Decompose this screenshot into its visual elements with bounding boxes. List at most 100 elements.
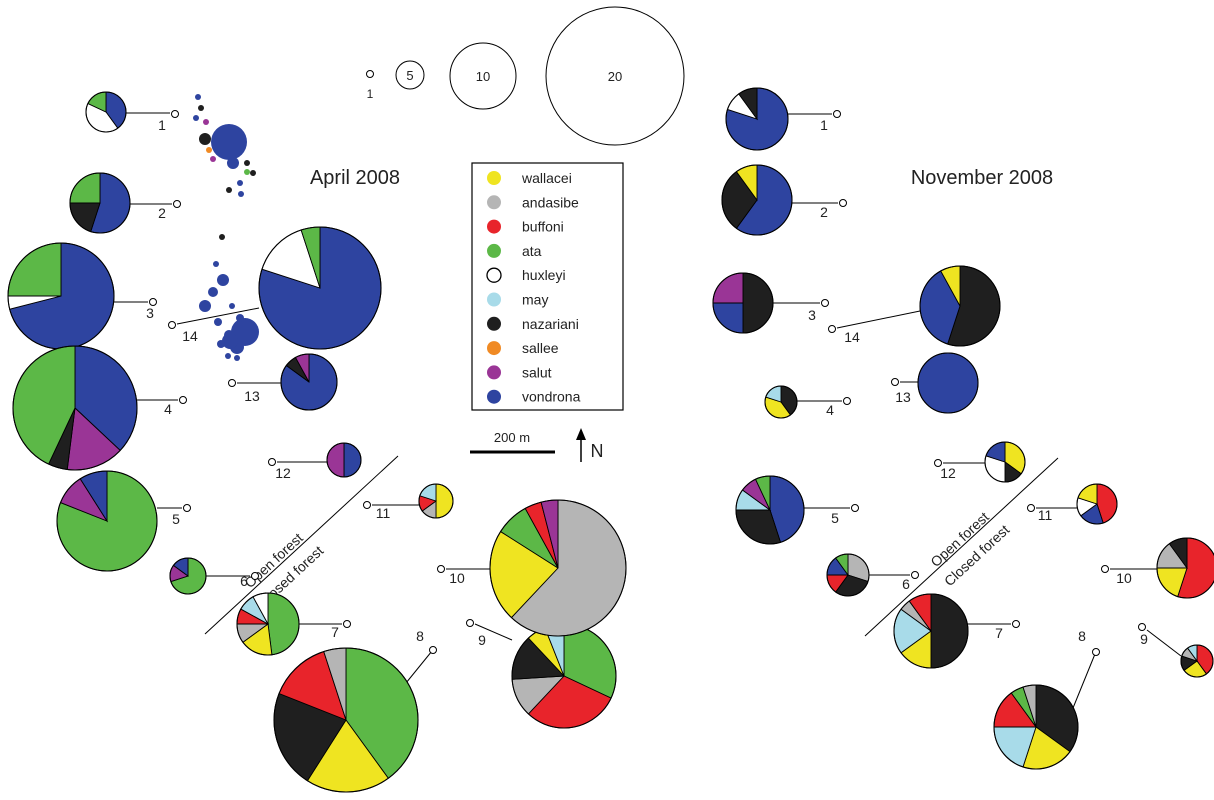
- site-label: 1: [820, 117, 828, 133]
- capture-dot-vondrona: [211, 124, 247, 160]
- capture-dot-vondrona: [195, 94, 201, 100]
- size-scale-circle-5: [395, 60, 425, 90]
- capture-dot-vondrona: [238, 191, 244, 197]
- site-marker: [1101, 565, 1109, 573]
- legend-swatch-vondrona: [487, 389, 501, 404]
- site-6-november: 6: [826, 553, 919, 597]
- pie-outline: [236, 592, 300, 656]
- north-arrow-icon: [576, 428, 586, 440]
- site-marker: [149, 298, 157, 306]
- site-marker: [851, 504, 859, 512]
- site-marker: [168, 321, 176, 329]
- site-label: 3: [146, 305, 154, 321]
- site-label: 12: [275, 465, 291, 481]
- site-label: 8: [416, 628, 424, 644]
- capture-dot-sallee: [206, 147, 212, 153]
- site-label: 1: [158, 117, 166, 133]
- site-marker: [1027, 504, 1035, 512]
- site-5-november: 5: [735, 475, 859, 545]
- pie-outline: [919, 265, 1001, 347]
- site-marker: [429, 646, 437, 654]
- pie-outline: [273, 647, 419, 793]
- site-1-april: 1: [85, 91, 179, 133]
- capture-dot-vondrona: [217, 340, 225, 348]
- site-label: 13: [244, 388, 260, 404]
- site-14-november: 14: [828, 265, 1001, 347]
- site-marker: [437, 565, 445, 573]
- site-7-november: 7: [893, 593, 1020, 669]
- scale-bar: 200 m: [470, 430, 555, 454]
- site-label: 9: [478, 632, 486, 648]
- pie-outline: [69, 172, 131, 234]
- site-12-april: 12: [268, 442, 362, 481]
- site-marker: [821, 299, 829, 307]
- site-7-april: 7: [236, 592, 351, 656]
- pie-outline: [1076, 483, 1118, 525]
- site-label: 5: [172, 511, 180, 527]
- capture-dot-nazariani: [244, 160, 250, 166]
- site-label: 11: [1038, 507, 1053, 523]
- legend-swatch-andasibe: [487, 195, 501, 210]
- pie-outline: [56, 470, 158, 572]
- site-marker: [183, 504, 191, 512]
- pie-slice-ata: [267, 592, 300, 656]
- site-10-april: 10: [437, 499, 627, 637]
- pie-outline: [826, 553, 870, 597]
- legend-swatch-salut: [487, 365, 501, 380]
- site-9-april: 9: [466, 619, 617, 729]
- site-marker: [343, 620, 351, 628]
- pie-outline: [764, 385, 798, 419]
- size-scale-label-20: 20: [608, 69, 622, 84]
- legend-swatch-wallacei: [487, 171, 501, 185]
- site-marker: [173, 200, 181, 208]
- site-marker: [891, 378, 899, 386]
- site-marker: [466, 619, 474, 627]
- site-4-april: 4: [12, 345, 187, 471]
- pie-outline: [712, 272, 774, 334]
- pie-outline: [489, 499, 627, 637]
- site-10-november: 10: [1101, 537, 1214, 599]
- site-8-april: 8: [273, 628, 437, 793]
- site-4-november: 4: [764, 385, 851, 419]
- site-label: 4: [826, 402, 834, 418]
- legend-swatch-huxleyi: [486, 267, 502, 283]
- capture-dot-vondrona: [193, 115, 199, 121]
- site-2-november: 2: [721, 164, 847, 236]
- capture-dot-nazariani: [198, 105, 204, 111]
- pie-outline: [326, 442, 362, 478]
- legend: wallacei andasibe buffoni ata huxleyi may naza…: [471, 162, 624, 411]
- site-13-november: 13: [891, 352, 979, 414]
- site-label: 12: [940, 465, 956, 481]
- pie-outline: [735, 475, 805, 545]
- site-label: 14: [844, 329, 860, 345]
- size-scale: 1 5 10 20: [366, 6, 685, 146]
- site-leader-line: [474, 623, 513, 641]
- capture-dot-vondrona: [213, 261, 219, 267]
- site-label: 2: [158, 205, 166, 221]
- site-label: 8: [1078, 628, 1086, 644]
- site-marker: [1092, 648, 1100, 656]
- capture-dot-vondrona: [234, 355, 240, 361]
- capture-dot-vondrona: [236, 314, 244, 322]
- site-8-november: 8: [993, 628, 1100, 770]
- capture-dot-nazariani: [250, 170, 256, 176]
- pie-slice-ata: [7, 242, 62, 297]
- site-label: 11: [376, 505, 391, 521]
- capture-dot-vondrona: [208, 287, 218, 297]
- site-leader-line: [405, 650, 433, 684]
- legend-label-may: may: [522, 292, 548, 308]
- site-marker: [911, 571, 919, 579]
- north-label: N: [591, 441, 604, 461]
- pie-outline: [984, 441, 1026, 483]
- site-12-november: 12: [934, 441, 1026, 483]
- site-label: 10: [1116, 570, 1132, 586]
- capture-dot-vondrona: [227, 157, 239, 169]
- capture-dot-vondrona: [229, 303, 235, 309]
- site-marker: [839, 199, 847, 207]
- legend-swatch-sallee: [487, 341, 501, 356]
- size-scale-circle-1: [366, 70, 374, 78]
- site-label: 7: [331, 624, 339, 640]
- capture-dot-ata: [244, 169, 250, 175]
- size-scale-circle-10: [449, 42, 517, 110]
